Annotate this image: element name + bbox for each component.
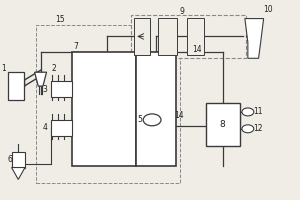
Text: 14: 14 (174, 111, 184, 120)
Text: 14: 14 (192, 45, 202, 54)
Bar (51, 81, 72, 97)
Text: 5: 5 (137, 115, 142, 124)
Bar (72, 52, 136, 166)
Text: 3: 3 (43, 85, 47, 94)
Bar (12, 152, 25, 168)
Circle shape (242, 125, 254, 133)
Bar (51, 120, 72, 136)
Bar (8, 72, 24, 100)
Text: 4: 4 (43, 123, 47, 132)
Text: 9: 9 (179, 7, 184, 16)
Text: 6: 6 (8, 155, 12, 164)
Bar (134, 18, 150, 55)
Circle shape (242, 108, 254, 116)
Text: 7: 7 (74, 42, 79, 51)
Polygon shape (245, 19, 264, 58)
Bar (158, 18, 177, 55)
Text: 12: 12 (254, 124, 263, 133)
Text: 11: 11 (254, 107, 263, 116)
Bar (187, 18, 203, 55)
Bar (36, 25, 180, 183)
Text: 15: 15 (55, 15, 65, 24)
Text: 1: 1 (1, 64, 6, 73)
Text: 10: 10 (263, 5, 273, 14)
Bar (206, 103, 240, 146)
Polygon shape (12, 168, 25, 179)
Circle shape (143, 114, 161, 126)
Text: 8: 8 (220, 120, 226, 129)
Bar (131, 15, 246, 58)
Polygon shape (34, 72, 46, 86)
Bar (136, 52, 176, 166)
Text: 2: 2 (52, 64, 56, 73)
